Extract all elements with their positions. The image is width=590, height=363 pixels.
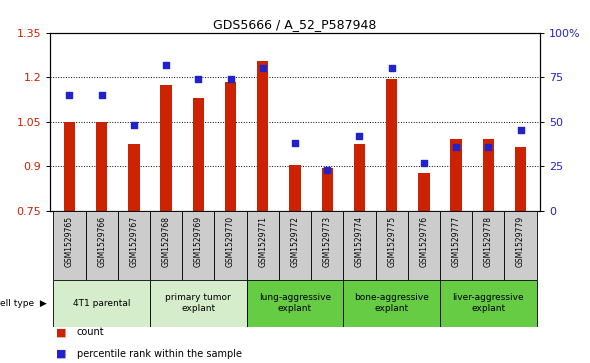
- Text: GSM1529776: GSM1529776: [419, 216, 428, 267]
- Bar: [472, 211, 504, 280]
- Bar: [247, 211, 279, 280]
- Point: [65, 92, 74, 98]
- Bar: [418, 174, 430, 211]
- Bar: [386, 79, 397, 211]
- Bar: [247, 280, 343, 327]
- Bar: [96, 122, 107, 211]
- Bar: [193, 98, 204, 211]
- Bar: [440, 280, 537, 327]
- Bar: [214, 211, 247, 280]
- Text: liver-aggressive
explant: liver-aggressive explant: [453, 293, 524, 313]
- Bar: [225, 82, 236, 211]
- Text: GSM1529772: GSM1529772: [290, 216, 300, 267]
- Title: GDS5666 / A_52_P587948: GDS5666 / A_52_P587948: [214, 19, 376, 32]
- Text: count: count: [77, 327, 104, 337]
- Text: GSM1529777: GSM1529777: [451, 216, 461, 267]
- Bar: [160, 85, 172, 211]
- Bar: [182, 211, 214, 280]
- Bar: [279, 211, 311, 280]
- Text: percentile rank within the sample: percentile rank within the sample: [77, 349, 242, 359]
- Bar: [311, 211, 343, 280]
- Text: 4T1 parental: 4T1 parental: [73, 299, 130, 307]
- Text: GSM1529769: GSM1529769: [194, 216, 203, 267]
- Bar: [257, 61, 268, 211]
- Text: GSM1529779: GSM1529779: [516, 216, 525, 267]
- Point: [323, 167, 332, 172]
- Point: [451, 144, 461, 150]
- Bar: [483, 139, 494, 211]
- Point: [258, 65, 267, 71]
- Bar: [289, 164, 301, 211]
- Bar: [515, 147, 526, 211]
- Text: ■: ■: [56, 349, 67, 359]
- Text: GSM1529767: GSM1529767: [129, 216, 139, 267]
- Text: bone-aggressive
explant: bone-aggressive explant: [354, 293, 429, 313]
- Point: [419, 160, 428, 166]
- Point: [387, 65, 396, 71]
- Point: [129, 122, 139, 128]
- Text: GSM1529773: GSM1529773: [323, 216, 332, 267]
- Text: primary tumor
explant: primary tumor explant: [165, 293, 231, 313]
- Text: GSM1529775: GSM1529775: [387, 216, 396, 267]
- Bar: [118, 211, 150, 280]
- Bar: [86, 211, 118, 280]
- Text: GSM1529765: GSM1529765: [65, 216, 74, 267]
- Point: [355, 133, 364, 139]
- Bar: [343, 280, 440, 327]
- Point: [162, 62, 171, 68]
- Point: [226, 76, 235, 82]
- Bar: [450, 139, 462, 211]
- Point: [516, 128, 525, 134]
- Point: [484, 144, 493, 150]
- Text: ■: ■: [56, 327, 67, 337]
- Text: cell type  ▶: cell type ▶: [0, 299, 47, 307]
- Bar: [150, 211, 182, 280]
- Text: GSM1529766: GSM1529766: [97, 216, 106, 267]
- Point: [97, 92, 106, 98]
- Bar: [376, 211, 408, 280]
- Bar: [64, 122, 75, 211]
- Text: GSM1529778: GSM1529778: [484, 216, 493, 267]
- Text: lung-aggressive
explant: lung-aggressive explant: [259, 293, 331, 313]
- Text: GSM1529768: GSM1529768: [162, 216, 171, 267]
- Text: GSM1529770: GSM1529770: [226, 216, 235, 267]
- Text: GSM1529771: GSM1529771: [258, 216, 267, 267]
- Point: [194, 76, 203, 82]
- Bar: [53, 280, 150, 327]
- Bar: [322, 168, 333, 211]
- Bar: [150, 280, 247, 327]
- Bar: [354, 144, 365, 211]
- Bar: [128, 144, 140, 211]
- Point: [290, 140, 300, 146]
- Bar: [504, 211, 537, 280]
- Bar: [440, 211, 472, 280]
- Bar: [343, 211, 376, 280]
- Bar: [408, 211, 440, 280]
- Bar: [53, 211, 86, 280]
- Text: GSM1529774: GSM1529774: [355, 216, 364, 267]
